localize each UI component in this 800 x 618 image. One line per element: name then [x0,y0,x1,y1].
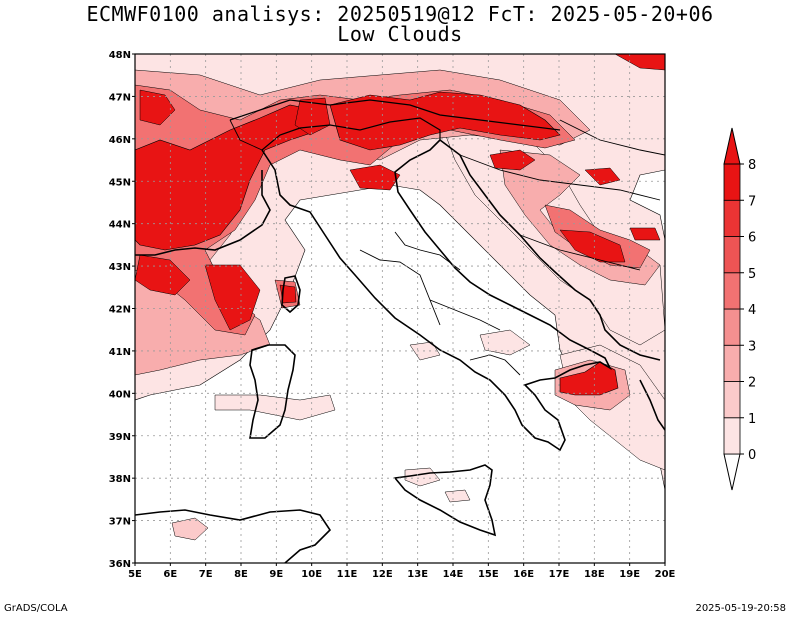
cloud-core-bosnia [559,229,626,263]
colorbar-segment [723,308,741,346]
cloud-core-veneto [349,164,401,191]
cloud-core-serbia [584,167,621,186]
latitude-tick-label: 48N [109,50,131,61]
longitude-tick-label: 19E [619,569,640,580]
colorbar-segment [723,417,741,455]
latitude-tick-label: 42N [109,305,131,316]
longitude-tick-label: 9E [269,569,283,580]
cloud-core-alps [329,91,561,151]
balkan-border-3 [559,119,665,156]
longitude-tick-label: 18E [584,569,605,580]
colorbar-segment [723,199,741,237]
cloud-area-tunisia [171,517,209,541]
alpine-north-border [229,99,561,131]
colorbar-level-label: 7 [748,194,756,209]
lat-lon-grid [135,54,665,563]
latitude-tick-label: 47N [109,92,131,103]
latitude-tick-label: 43N [109,262,131,273]
cloud-core-northwest [139,89,176,126]
corsica-coastline [281,275,301,314]
cloud-core-romania [629,227,661,241]
colorbar-segment [723,381,741,419]
longitude-tick-label: 20E [655,569,676,580]
longitude-tick-label: 13E [407,569,428,580]
balkan-border-2 [519,234,641,271]
longitude-tick-label: 6E [163,569,177,580]
latitude-tick-label: 44N [109,220,131,231]
longitude-tick-label: 16E [513,569,534,580]
longitude-tick-label: 11E [337,569,358,580]
chart-title: ECMWF0100 analisys: 20250519@12 FcT: 202… [86,2,714,26]
france-coastline [135,170,271,256]
longitude-tick-label: 15E [478,569,499,580]
regional-border-2 [394,231,461,271]
cloud-core-ne [614,54,665,71]
regional-border-4 [469,354,521,376]
longitude-tick-label: 5E [128,569,142,580]
latitude-tick-label: 37N [109,517,131,528]
longitude-tick-label: 14E [443,569,464,580]
sicily-coastline [393,464,497,537]
sardinia-coastline [249,344,296,439]
longitude-tick-label: 7E [199,569,213,580]
latitude-tick-label: 36N [109,559,131,570]
italy-coastline [261,139,612,452]
greece-coastline [639,379,665,431]
cloud-area-corsica-coast [479,329,531,356]
cloud-core-ligurian [204,264,261,331]
country-borders [229,99,665,376]
colorbar-segment [723,272,741,310]
cloud-core-croatia [489,149,536,171]
cloud-core-apulia [559,361,619,396]
latitude-tick-label: 40N [109,389,131,400]
regional-border-3 [429,299,501,331]
latitude-tick-label: 46N [109,135,131,146]
colorbar-segment [723,163,741,201]
regional-border-1 [359,249,441,326]
colorbar-level-label: 8 [748,158,756,173]
alps-border [261,117,441,151]
coastlines [135,139,665,563]
cloud-area-sicily-s [444,489,471,503]
longitude-tick-label: 10E [301,569,322,580]
latitude-tick-label: 39N [109,432,131,443]
cloud-shading [135,54,665,541]
colorbar-segment [723,236,741,274]
balkan-border-1 [459,154,661,201]
adriatic-east-coastline [439,139,661,361]
chart-subtitle: Low Clouds [337,22,463,46]
latitude-tick-label: 45N [109,177,131,188]
colorbar-level-label: 4 [748,303,756,318]
colorbar: 0 1 2 3 4 5 6 7 8 [723,127,756,491]
colorbar-level-label: 2 [748,376,756,391]
longitude-tick-label: 17E [549,569,570,580]
longitude-tick-label: 8E [234,569,248,580]
longitude-labels: 5E 6E 7E 8E 9E 10E 11E 12E 13E 14E 15E 16E 17E 18E 19E… [128,563,676,580]
longitude-tick-label: 12E [372,569,393,580]
colorbar-upper-extension [723,127,741,165]
latitude-labels: 36N 37N 38N 39N 40N 41N 42N 43N 44N 45N 46N 47N 48N [109,50,135,570]
colorbar-level-label: 0 [748,448,756,463]
colorbar-level-label: 5 [748,267,756,282]
colorbar-lower-extension [723,453,741,491]
africa-coastline [135,509,332,563]
swiss-border [229,119,263,151]
colorbar-level-label: 1 [748,412,756,427]
latitude-tick-label: 41N [109,347,131,358]
latitude-tick-label: 38N [109,474,131,485]
timestamp-label: 2025-05-19-20:58 [695,603,786,614]
cloud-core-west [135,104,321,251]
colorbar-segment [723,344,741,382]
colorbar-level-label: 6 [748,231,756,246]
credit-label: GrADS/COLA [4,603,68,614]
cloud-area-sardinia [214,394,336,421]
colorbar-level-label: 3 [748,339,756,354]
